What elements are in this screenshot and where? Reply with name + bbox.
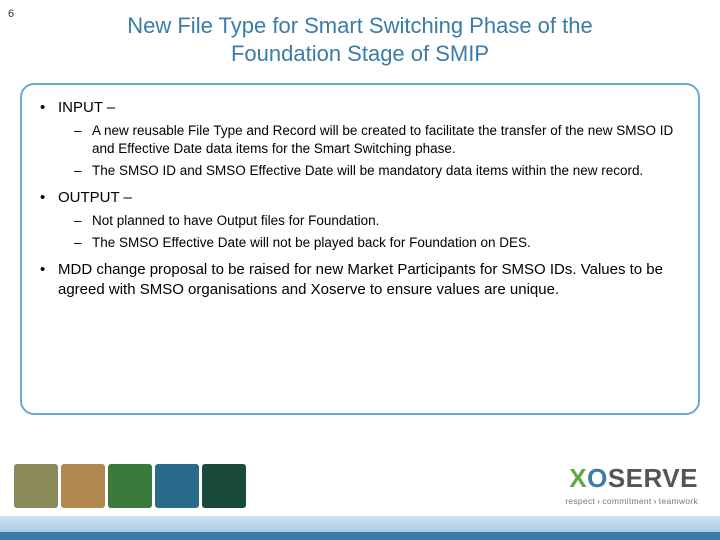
footer-thumb [155, 464, 199, 508]
footer-thumbnails [14, 464, 246, 508]
section-list: • INPUT – – A new reusable File Type and… [40, 99, 680, 301]
sub-text: The SMSO ID and SMSO Effective Date will… [92, 162, 680, 180]
logo: XOSERVE respect›commitment›teamwork [565, 463, 698, 506]
tagline: respect›commitment›teamwork [565, 496, 698, 506]
section-header-text: INPUT – [58, 99, 115, 116]
footer-thumb [14, 464, 58, 508]
dash-icon: – [74, 122, 92, 158]
footer-thumb [108, 464, 152, 508]
dash-icon: – [74, 162, 92, 180]
sub-list-input: – A new reusable File Type and Record wi… [40, 122, 680, 181]
page-number: 6 [8, 8, 14, 20]
slide-title: New File Type for Smart Switching Phase … [0, 0, 720, 75]
section-output: • OUTPUT – – Not planned to have Output … [40, 189, 680, 252]
sub-item: – The SMSO Effective Date will not be pl… [40, 234, 680, 252]
dash-icon: – [74, 234, 92, 252]
logo-text: XOSERVE [565, 463, 698, 494]
tagline-word: respect [565, 496, 595, 506]
content-panel: • INPUT – – A new reusable File Type and… [20, 83, 700, 415]
section-header-input: • INPUT – [40, 99, 680, 116]
logo-rest: SERVE [608, 463, 698, 493]
footer-thumb [61, 464, 105, 508]
dash-icon: – [74, 212, 92, 230]
bullet-icon: • [40, 189, 58, 206]
tagline-word: commitment [602, 496, 651, 506]
sub-text: A new reusable File Type and Record will… [92, 122, 680, 158]
bullet-icon: • [40, 261, 58, 278]
logo-letter-x: X [569, 463, 587, 493]
section-header-text: OUTPUT – [58, 189, 132, 206]
bullet-icon: • [40, 99, 58, 116]
sub-item: – Not planned to have Output files for F… [40, 212, 680, 230]
logo-letter-o: O [587, 463, 608, 493]
plain-text: MDD change proposal to be raised for new… [58, 260, 680, 301]
sub-item: – A new reusable File Type and Record wi… [40, 122, 680, 158]
section-header-output: • OUTPUT – [40, 189, 680, 206]
footer-bar-light [0, 516, 720, 532]
footer-thumb [202, 464, 246, 508]
section-mdd: • MDD change proposal to be raised for n… [40, 260, 680, 301]
footer-bars [0, 516, 720, 540]
sub-list-output: – Not planned to have Output files for F… [40, 212, 680, 252]
sub-text: The SMSO Effective Date will not be play… [92, 234, 680, 252]
section-plain: • MDD change proposal to be raised for n… [40, 260, 680, 301]
tagline-word: teamwork [659, 496, 698, 506]
chevron-icon: › [597, 496, 600, 506]
chevron-icon: › [654, 496, 657, 506]
section-input: • INPUT – – A new reusable File Type and… [40, 99, 680, 181]
footer: XOSERVE respect›commitment›teamwork [0, 430, 720, 540]
sub-item: – The SMSO ID and SMSO Effective Date wi… [40, 162, 680, 180]
footer-bar-dark [0, 532, 720, 540]
sub-text: Not planned to have Output files for Fou… [92, 212, 680, 230]
